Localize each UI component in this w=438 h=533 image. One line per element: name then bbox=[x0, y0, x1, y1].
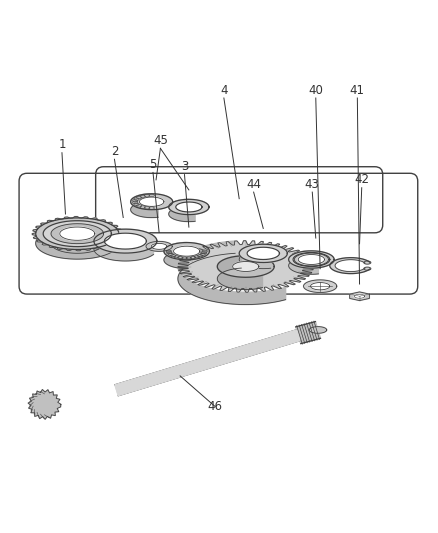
Ellipse shape bbox=[173, 256, 179, 258]
Ellipse shape bbox=[166, 250, 171, 252]
Ellipse shape bbox=[181, 257, 187, 259]
Polygon shape bbox=[232, 262, 258, 271]
Polygon shape bbox=[293, 253, 328, 266]
Polygon shape bbox=[151, 244, 166, 249]
Polygon shape bbox=[297, 255, 324, 264]
Ellipse shape bbox=[177, 256, 183, 259]
Polygon shape bbox=[28, 390, 61, 419]
Text: 41: 41 bbox=[349, 84, 364, 96]
Ellipse shape bbox=[140, 206, 145, 208]
Polygon shape bbox=[104, 233, 146, 249]
Text: 43: 43 bbox=[304, 178, 319, 191]
Ellipse shape bbox=[132, 201, 138, 204]
Polygon shape bbox=[288, 251, 318, 274]
Text: 2: 2 bbox=[110, 145, 118, 158]
Polygon shape bbox=[239, 244, 270, 269]
Polygon shape bbox=[175, 202, 201, 212]
Polygon shape bbox=[288, 251, 333, 268]
Polygon shape bbox=[239, 244, 287, 263]
Polygon shape bbox=[217, 256, 262, 289]
Ellipse shape bbox=[201, 252, 206, 254]
Polygon shape bbox=[35, 218, 119, 249]
Ellipse shape bbox=[149, 194, 154, 197]
Polygon shape bbox=[329, 257, 369, 273]
Ellipse shape bbox=[186, 257, 191, 259]
Text: 42: 42 bbox=[353, 173, 368, 187]
Polygon shape bbox=[163, 243, 209, 260]
Polygon shape bbox=[349, 292, 368, 301]
Ellipse shape bbox=[197, 255, 202, 257]
Polygon shape bbox=[292, 253, 329, 266]
Polygon shape bbox=[177, 241, 285, 304]
Text: 5: 5 bbox=[149, 158, 156, 171]
Polygon shape bbox=[146, 241, 172, 252]
Ellipse shape bbox=[168, 253, 173, 255]
Polygon shape bbox=[295, 321, 320, 344]
Polygon shape bbox=[139, 197, 163, 206]
Ellipse shape bbox=[136, 205, 141, 207]
Polygon shape bbox=[115, 330, 299, 395]
Ellipse shape bbox=[170, 255, 176, 257]
Ellipse shape bbox=[132, 199, 138, 202]
Polygon shape bbox=[163, 243, 186, 269]
Ellipse shape bbox=[201, 250, 207, 252]
Polygon shape bbox=[94, 230, 153, 261]
Polygon shape bbox=[168, 199, 208, 215]
Polygon shape bbox=[303, 280, 336, 293]
Ellipse shape bbox=[134, 198, 139, 200]
Text: 4: 4 bbox=[219, 84, 227, 96]
Ellipse shape bbox=[136, 196, 141, 199]
Polygon shape bbox=[217, 256, 274, 277]
Ellipse shape bbox=[149, 207, 154, 209]
Ellipse shape bbox=[363, 267, 370, 270]
Polygon shape bbox=[308, 327, 326, 333]
Polygon shape bbox=[247, 247, 279, 260]
Ellipse shape bbox=[134, 203, 139, 206]
Ellipse shape bbox=[144, 195, 149, 197]
Polygon shape bbox=[131, 194, 172, 209]
Polygon shape bbox=[310, 282, 329, 290]
Ellipse shape bbox=[140, 195, 145, 198]
Ellipse shape bbox=[166, 252, 172, 254]
Text: 40: 40 bbox=[307, 84, 322, 96]
Ellipse shape bbox=[144, 207, 149, 209]
Polygon shape bbox=[168, 199, 194, 222]
Polygon shape bbox=[153, 373, 173, 380]
Text: 3: 3 bbox=[180, 160, 188, 173]
Polygon shape bbox=[115, 330, 299, 395]
Ellipse shape bbox=[199, 253, 205, 255]
Text: 46: 46 bbox=[207, 400, 222, 413]
Polygon shape bbox=[60, 227, 95, 240]
Polygon shape bbox=[32, 216, 122, 251]
Polygon shape bbox=[94, 229, 156, 253]
Ellipse shape bbox=[194, 256, 199, 258]
Text: 1: 1 bbox=[58, 139, 66, 151]
Polygon shape bbox=[177, 241, 313, 292]
Polygon shape bbox=[35, 221, 117, 259]
Ellipse shape bbox=[190, 256, 195, 259]
Polygon shape bbox=[51, 225, 102, 253]
Polygon shape bbox=[51, 224, 103, 244]
Polygon shape bbox=[353, 294, 364, 298]
Polygon shape bbox=[173, 246, 199, 256]
Text: 44: 44 bbox=[246, 178, 261, 191]
Polygon shape bbox=[43, 221, 111, 247]
Ellipse shape bbox=[363, 261, 370, 264]
Polygon shape bbox=[131, 194, 158, 217]
Text: 45: 45 bbox=[152, 134, 167, 147]
